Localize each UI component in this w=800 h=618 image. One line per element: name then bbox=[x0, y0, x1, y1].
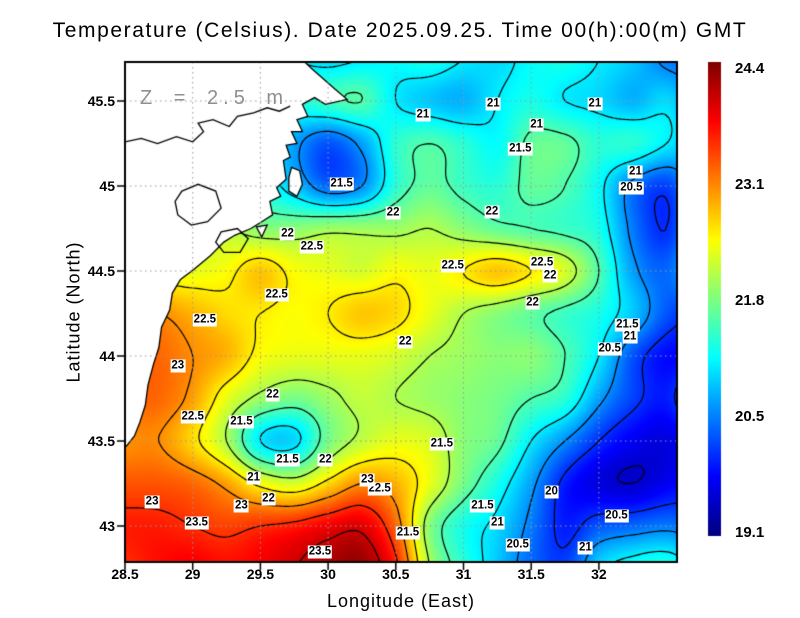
plot-title: Temperature (Celsius). Date 2025.09.25. … bbox=[52, 19, 748, 42]
colorbar-tick-label: 20.5 bbox=[735, 408, 765, 425]
x-tick-label: 29.5 bbox=[246, 566, 275, 582]
contour-label: 22 bbox=[385, 206, 401, 220]
contour-label: 21.5 bbox=[508, 142, 533, 156]
contour-label: 22 bbox=[542, 269, 558, 283]
x-tick-label: 31 bbox=[455, 566, 472, 582]
contour-label: 23 bbox=[359, 473, 375, 487]
contour-label: 22.5 bbox=[192, 313, 218, 327]
contour-label: 23.5 bbox=[184, 516, 209, 530]
contour-label: 22.5 bbox=[529, 256, 555, 269]
x-tick-label: 30.5 bbox=[382, 566, 410, 582]
contour-label: 22 bbox=[525, 296, 540, 310]
contour-label: 20 bbox=[544, 485, 559, 499]
contour-label: 21 bbox=[577, 541, 593, 555]
contour-label: 22 bbox=[265, 388, 280, 402]
contour-label: 23 bbox=[234, 499, 249, 513]
contour-label: 21 bbox=[485, 97, 501, 111]
colorbar-tick-label: 23.1 bbox=[735, 176, 765, 193]
colorbar-tick-label: 21.8 bbox=[735, 292, 765, 309]
contour-label: 21.5 bbox=[395, 526, 421, 540]
contour-label: 23 bbox=[144, 495, 160, 509]
contour-label: 21.5 bbox=[429, 437, 455, 451]
contour-label: 21.5 bbox=[615, 318, 640, 332]
contour-label: 20.5 bbox=[619, 181, 644, 195]
contour-label: 22 bbox=[397, 335, 413, 349]
colorbar-tick-label: 24.4 bbox=[735, 60, 765, 77]
contour-label: 21.5 bbox=[329, 177, 354, 191]
x-axis-label: Longitude (East) bbox=[326, 591, 476, 611]
contour-label: 21 bbox=[529, 118, 545, 132]
x-tick-label: 31.5 bbox=[517, 566, 545, 582]
contour-label: 21 bbox=[628, 165, 643, 179]
contour-label: 21.5 bbox=[275, 453, 300, 467]
contour-label: 22.5 bbox=[180, 410, 205, 424]
y-tick-label: 45.5 bbox=[87, 93, 115, 109]
contour-label: 22 bbox=[317, 453, 333, 467]
contour-label: 20.5 bbox=[604, 509, 629, 523]
y-tick-label: 43.5 bbox=[87, 433, 115, 449]
contour-label: 22.5 bbox=[440, 259, 465, 273]
y-tick-label: 44 bbox=[99, 348, 115, 364]
y-tick-label: 43 bbox=[99, 518, 115, 534]
y-tick-label: 44.5 bbox=[87, 263, 115, 279]
x-tick-label: 29 bbox=[184, 566, 201, 582]
contour-label: 23 bbox=[170, 359, 186, 373]
contour-label: 22.5 bbox=[264, 288, 289, 302]
contour-label: 22 bbox=[484, 205, 500, 218]
contour-label: 21 bbox=[587, 97, 603, 111]
contour-label: 21 bbox=[489, 516, 505, 530]
contour-label: 21 bbox=[246, 471, 262, 485]
y-tick-label: 45 bbox=[99, 178, 115, 194]
contour-label: 21.5 bbox=[470, 499, 495, 513]
contour-label: 21 bbox=[415, 108, 431, 122]
contour-label: 21.5 bbox=[229, 415, 254, 429]
depth-annotation: Z = 2.5 m bbox=[140, 87, 289, 109]
x-tick-label: 32 bbox=[591, 566, 607, 582]
contour-label: 22 bbox=[261, 492, 276, 506]
x-tick-label: 28.5 bbox=[111, 566, 139, 582]
contour-label: 21 bbox=[622, 330, 638, 344]
contour-label: 20.5 bbox=[597, 342, 622, 356]
contour-label: 20.5 bbox=[505, 538, 530, 552]
contour-label: 22.5 bbox=[299, 240, 325, 254]
colorbar-tick-label: 19.1 bbox=[735, 524, 765, 541]
contour-label: 23.5 bbox=[307, 545, 333, 558]
x-tick-label: 30 bbox=[320, 566, 336, 582]
contour-label: 22 bbox=[280, 227, 295, 241]
